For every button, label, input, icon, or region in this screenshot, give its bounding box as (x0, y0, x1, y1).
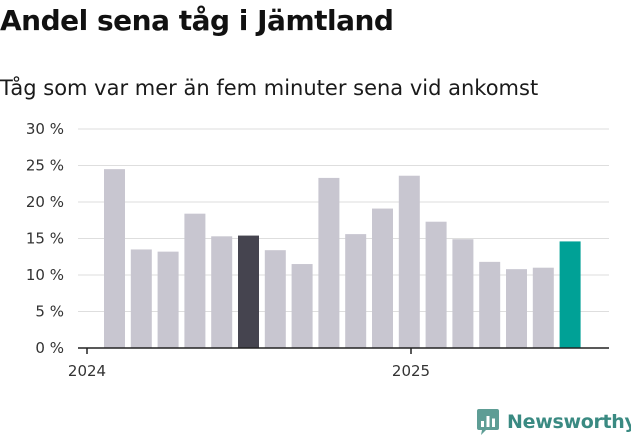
bar-same-month-previous-year (238, 235, 259, 348)
bar (452, 239, 474, 348)
bar (532, 267, 554, 348)
brand-name: Newsworthy (507, 411, 631, 433)
y-tick-label: 30 % (26, 120, 64, 138)
bar (425, 221, 447, 348)
bar (318, 177, 340, 348)
bar (372, 208, 393, 348)
bar (479, 261, 501, 348)
bar (184, 213, 206, 348)
bar-latest-month (559, 241, 581, 348)
bar (157, 251, 179, 348)
bar (345, 234, 367, 348)
bar-chart: 0 % 5 % 10 % 15 % 20 % 25 % 30 % 2024 2025 (26, 120, 609, 380)
bar (104, 169, 125, 348)
y-tick-label: 0 % (35, 339, 64, 357)
brand-logo: Newsworthy (476, 408, 631, 436)
y-tick-label: 5 % (35, 303, 64, 321)
chart-title: Andel sena tåg i Jämtland (0, 4, 394, 37)
bar (506, 269, 527, 348)
newsworthy-chart-icon (477, 409, 499, 435)
bar (211, 236, 233, 348)
y-tick-label: 20 % (26, 193, 64, 211)
bar (264, 250, 286, 348)
y-tick-label: 25 % (26, 157, 64, 175)
x-tick-label: 2025 (392, 362, 430, 380)
bar (130, 249, 152, 348)
x-tick-label: 2024 (68, 362, 106, 380)
y-tick-label: 10 % (26, 266, 64, 284)
bar (291, 264, 313, 348)
bar (398, 175, 420, 348)
chart-subtitle: Tåg som var mer än fem minuter sena vid … (0, 76, 539, 100)
y-tick-label: 15 % (26, 230, 64, 248)
